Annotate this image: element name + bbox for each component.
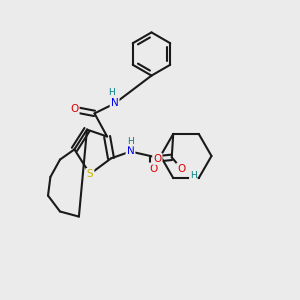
Text: H: H bbox=[127, 136, 134, 146]
Text: O: O bbox=[177, 164, 185, 174]
Text: N: N bbox=[127, 146, 134, 157]
Text: O: O bbox=[149, 164, 157, 174]
Text: H: H bbox=[190, 171, 197, 180]
Text: O: O bbox=[153, 154, 161, 164]
Text: S: S bbox=[87, 169, 93, 179]
Text: H: H bbox=[108, 88, 115, 97]
Text: N: N bbox=[111, 98, 119, 109]
Text: O: O bbox=[70, 104, 79, 115]
